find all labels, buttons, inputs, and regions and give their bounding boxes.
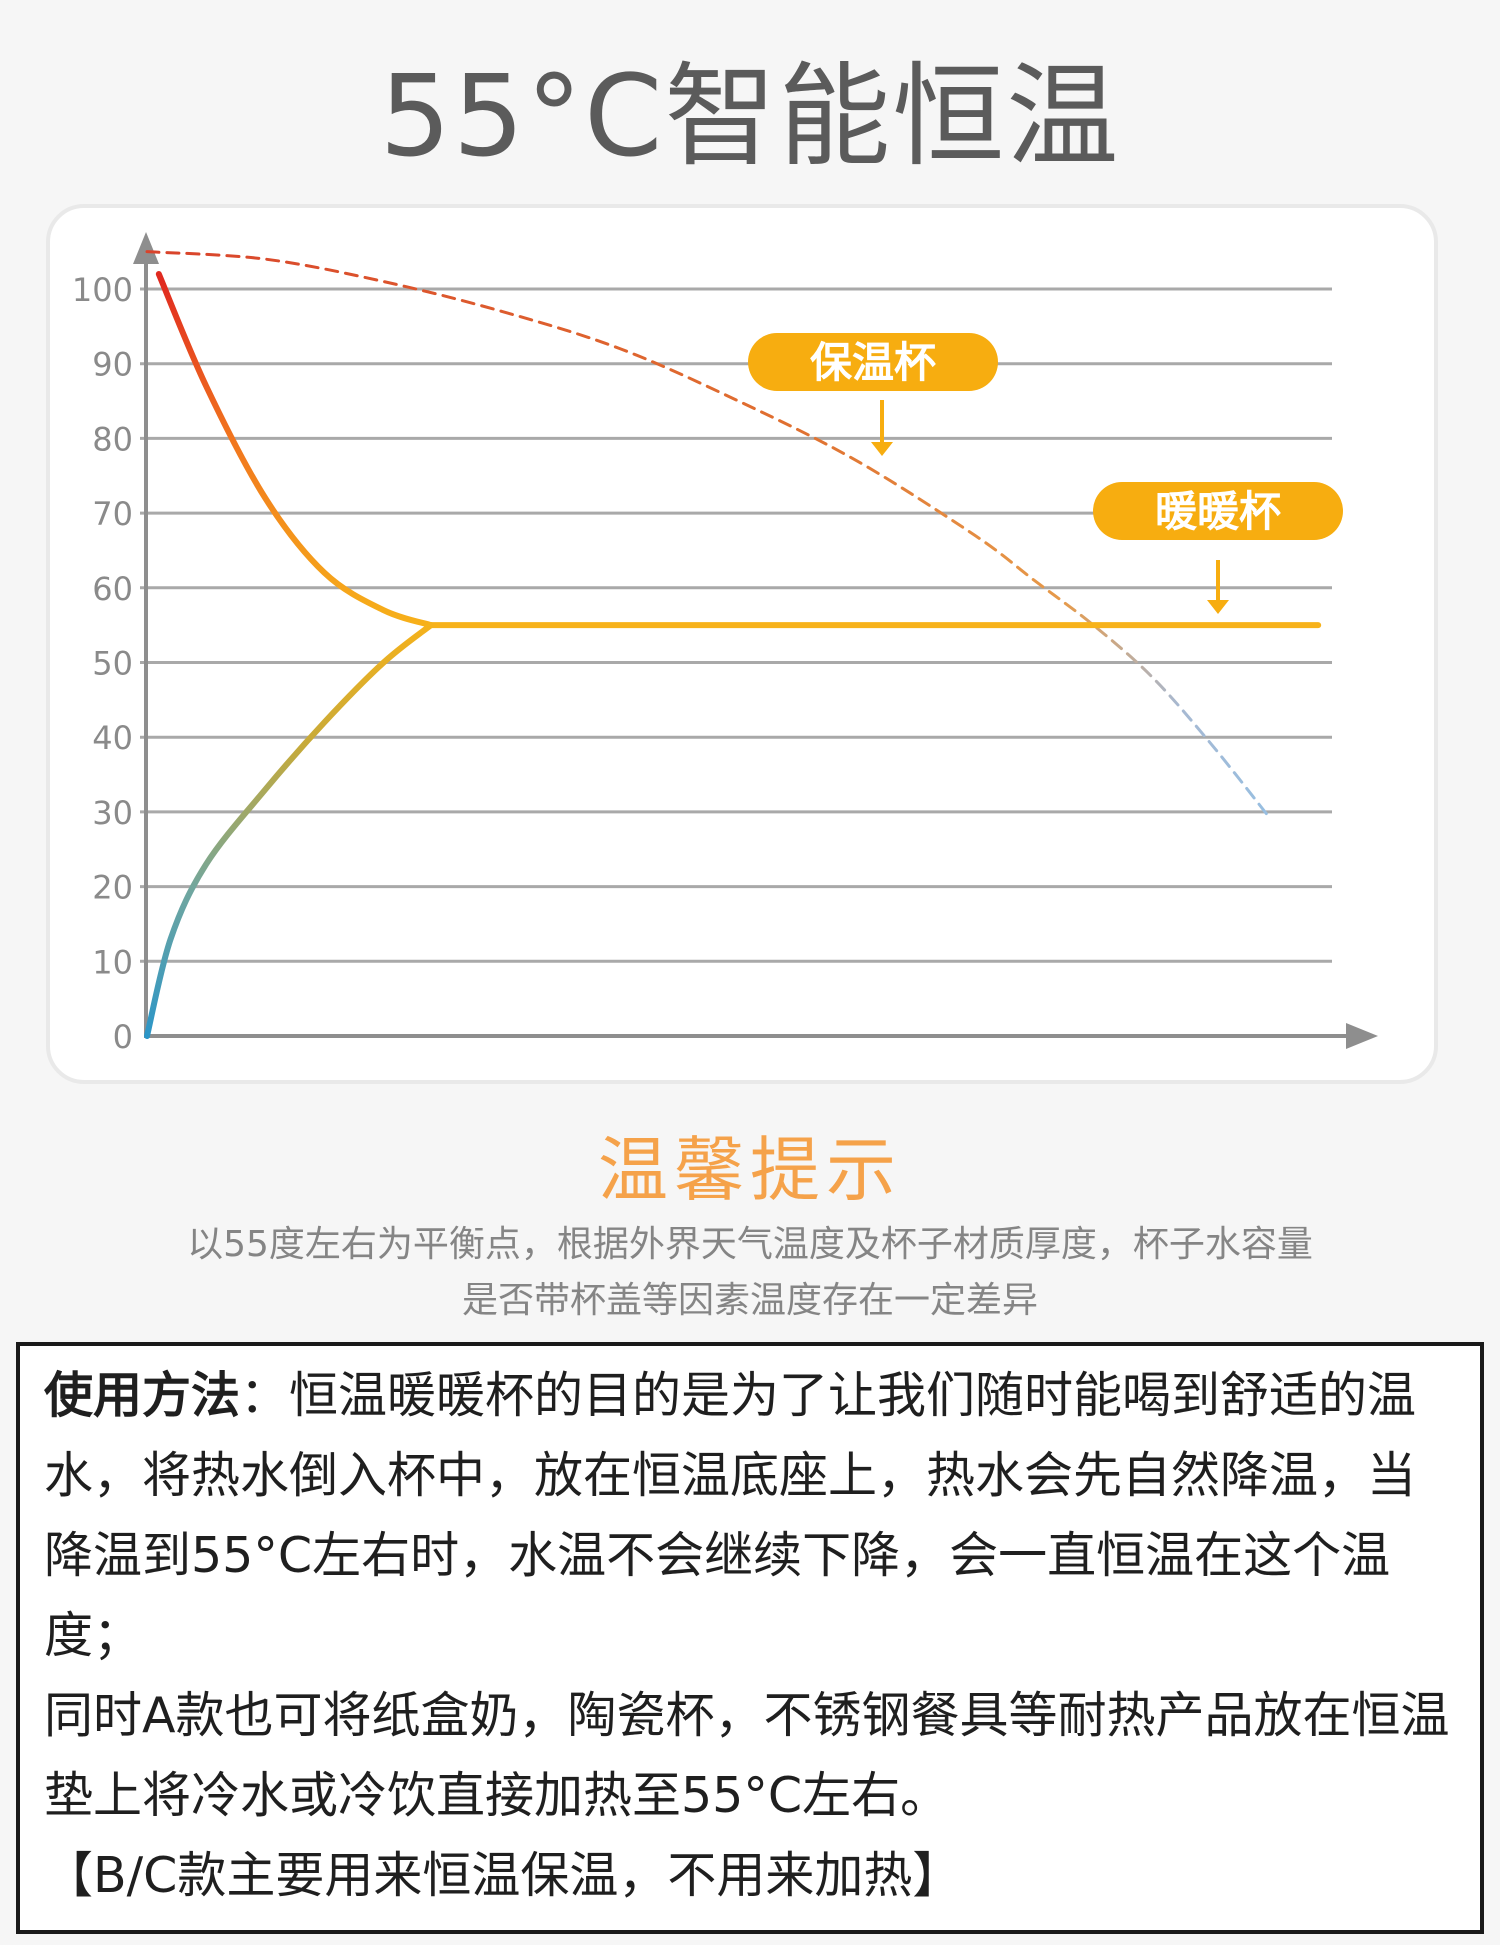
arrow-down-icon-1 bbox=[871, 442, 893, 456]
usage-box: 使用方法：恒温暖暖杯的目的是为了让我们随时能喝到舒适的温水，将热水倒入杯中，放在… bbox=[16, 1342, 1484, 1934]
annotation-label-2: 暖暖杯 bbox=[1155, 487, 1281, 536]
page-title: 55°C智能恒温 bbox=[379, 52, 1121, 182]
annotation-label-1: 保温杯 bbox=[810, 338, 936, 387]
usage-paragraph-1: 使用方法：恒温暖暖杯的目的是为了让我们随时能喝到舒适的温水，将热水倒入杯中，放在… bbox=[44, 1356, 1460, 1676]
annotation-pill-1 bbox=[748, 333, 998, 391]
ytick-label-50: 50 bbox=[92, 645, 133, 683]
ytick-label-40: 40 bbox=[92, 719, 133, 757]
ytick-label-10: 10 bbox=[92, 943, 133, 981]
chart-card bbox=[46, 204, 1438, 1084]
ytick-label-20: 20 bbox=[92, 869, 133, 907]
ytick-label-100: 100 bbox=[72, 271, 133, 309]
ytick-label-80: 80 bbox=[92, 420, 133, 458]
usage-paragraph-2: 同时A款也可将纸盒奶，陶瓷杯，不锈钢餐具等耐热产品放在恒温垫上将冷水或冷饮直接加… bbox=[44, 1687, 1450, 1824]
ytick-label-0: 0 bbox=[113, 1018, 133, 1056]
series-heating-curve bbox=[144, 622, 434, 1039]
tips-title: 温馨提示 bbox=[598, 1129, 902, 1211]
series-cooling-curve bbox=[155, 271, 434, 629]
usage-text-1: 恒温暖暖杯的目的是为了让我们随时能喝到舒适的温水，将热水倒入杯中，放在恒温底座上… bbox=[44, 1367, 1417, 1664]
usage-label: 使用方法 bbox=[44, 1367, 241, 1424]
arrow-down-icon-2 bbox=[1207, 600, 1229, 614]
ytick-label-30: 30 bbox=[92, 794, 133, 832]
annotation-pill-2 bbox=[1093, 482, 1343, 540]
ytick-label-70: 70 bbox=[92, 495, 133, 533]
x-axis-arrow-icon bbox=[1346, 1023, 1378, 1049]
ytick-label-60: 60 bbox=[92, 570, 133, 608]
y-axis-arrow-icon bbox=[133, 232, 159, 264]
usage-paragraph-3: 【B/C款主要用来恒温保温，不用来加热】 bbox=[44, 1847, 962, 1904]
tips-line-2: 是否带杯盖等因素温度存在一定差异 bbox=[461, 1280, 1038, 1321]
usage-colon: ： bbox=[240, 1367, 290, 1424]
ytick-label-90: 90 bbox=[92, 346, 133, 384]
series-baowenbei-dashed bbox=[145, 250, 1273, 821]
tips-line-1: 以55度左右为平衡点，根据外界天气温度及杯子材质厚度，杯子水容量 bbox=[187, 1224, 1313, 1265]
